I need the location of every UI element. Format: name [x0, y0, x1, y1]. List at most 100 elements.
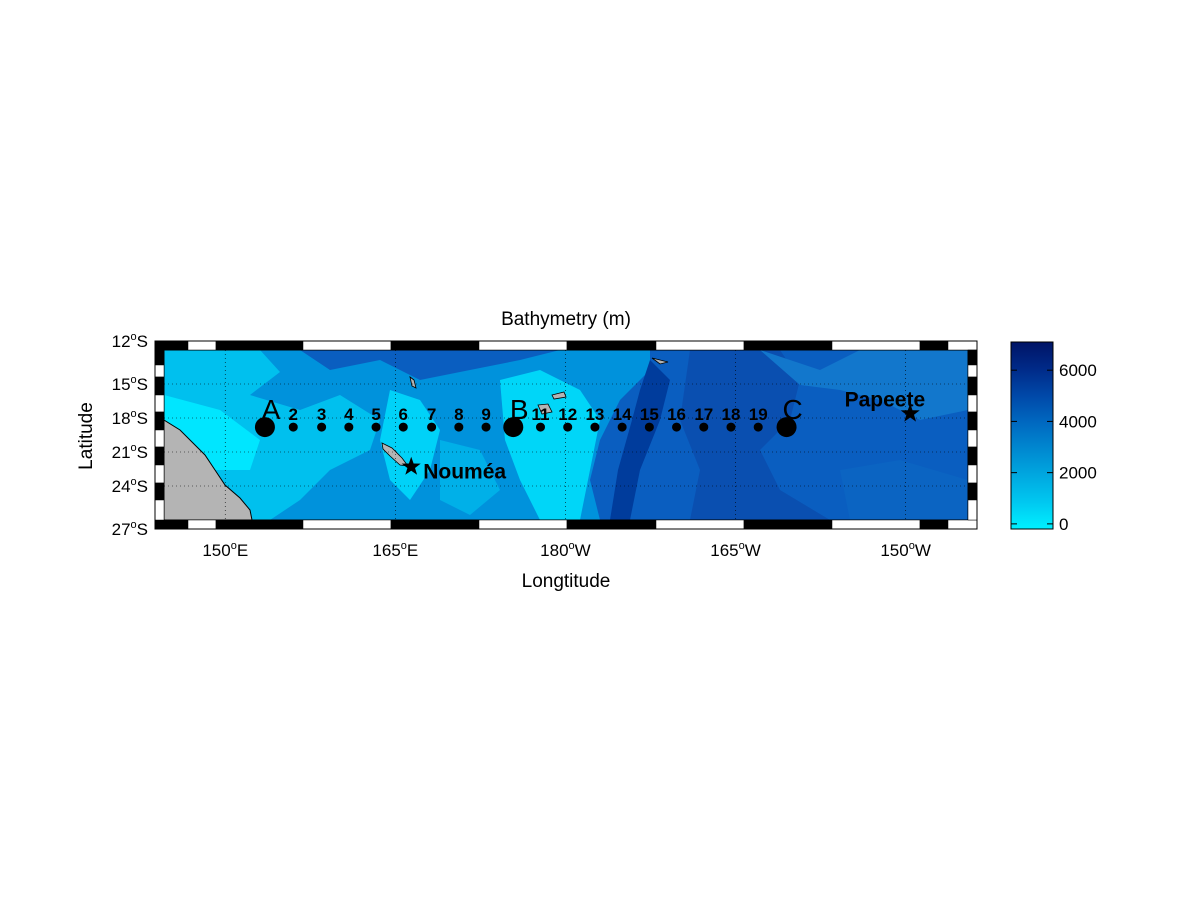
lon-tick-label: 150oW: [880, 540, 931, 560]
lon-tick-label: 165oW: [710, 540, 761, 560]
station-marker: [753, 422, 763, 432]
frame-segment: [390, 340, 480, 351]
lon-tick-label: 165oE: [372, 540, 418, 560]
station-label: 18: [722, 405, 741, 424]
frame-segment: [967, 464, 978, 484]
station-label: 6: [399, 405, 408, 424]
station-markers: A 2 3 4 5 6 7 8 9 B 11 12 13 14 15 16 17 18 19 C: [254, 394, 803, 438]
frame-segment: [967, 376, 978, 396]
station-marker: [481, 422, 491, 432]
colorbar-tick-label: 0: [1059, 515, 1068, 534]
station-label: 15: [640, 405, 659, 424]
major-station-marker: [776, 417, 797, 438]
frame-segment: [154, 519, 189, 530]
frame-segment: [967, 482, 978, 501]
frame-segment: [967, 394, 978, 413]
frame-segment: [215, 340, 304, 351]
central-pacific-basin: [680, 350, 830, 520]
frame-segment: [302, 340, 392, 351]
frame-segment: [154, 364, 165, 378]
frame-segment: [154, 340, 189, 351]
frame-segment: [967, 364, 978, 378]
frame-segment: [187, 340, 217, 351]
new-caledonia-ridge: [380, 390, 440, 500]
frame-segment: [919, 519, 949, 530]
frame-segment: [967, 411, 978, 431]
station-label: 4: [344, 405, 354, 424]
colorbar-tick-label: 2000: [1059, 464, 1097, 483]
colorbar-tick-label: 6000: [1059, 361, 1097, 380]
map-title: Bathymetry (m): [501, 309, 631, 330]
station-label: 19: [749, 405, 768, 424]
station-marker: [317, 422, 327, 432]
station-marker: [699, 422, 709, 432]
city-star-icon: [900, 403, 920, 422]
station-marker: [726, 422, 736, 432]
frame-segment: [154, 394, 165, 413]
frame-segment: [154, 411, 165, 431]
station-label: 13: [585, 405, 604, 424]
longitude-ticks: 150oE 165oE 180oW 165oW 150oW: [202, 540, 931, 560]
station-marker: [644, 422, 654, 432]
lat-tick-label: 15oS: [112, 374, 148, 394]
frame-segment: [947, 519, 978, 530]
frame-segment: [831, 340, 921, 351]
lon-tick-label: 150oE: [202, 540, 248, 560]
australia-land: [164, 419, 253, 520]
frame-segment: [967, 446, 978, 466]
city-label: Papeete: [845, 388, 926, 411]
bathymetry-field: [164, 350, 968, 520]
gridlines: [164, 349, 968, 521]
map-border-checkerboard: [154, 340, 978, 530]
latitude-ticks: 12oS 15oS 18oS 21oS 24oS 27oS: [112, 331, 148, 539]
lat-tick-label: 18oS: [112, 408, 148, 428]
major-station-label: C: [782, 394, 802, 425]
frame-segment: [154, 482, 165, 501]
city-label: Nouméa: [423, 461, 506, 484]
station-label: 8: [454, 405, 463, 424]
map-outer-frame: [154, 340, 978, 530]
frame-segment: [967, 429, 978, 448]
station-label: 9: [481, 405, 490, 424]
colorbar: 0 2000 4000 6000: [1010, 341, 1097, 534]
frame-segment: [743, 340, 833, 351]
station-marker: [617, 422, 627, 432]
station-label: 12: [558, 405, 577, 424]
lau-ridge: [500, 370, 600, 520]
vanuatu-island: [409, 376, 417, 389]
station-marker: [454, 422, 464, 432]
station-marker: [590, 422, 600, 432]
major-station-label: B: [510, 394, 529, 425]
city-markers: Nouméa Papeete: [401, 388, 926, 484]
lat-tick-label: 21oS: [112, 442, 148, 462]
station-marker: [398, 422, 408, 432]
tonga-trench: [610, 360, 670, 520]
fiji-island-viti-levu: [537, 403, 553, 415]
frame-segment: [566, 519, 657, 530]
frame-segment: [947, 340, 978, 351]
southeast-basin: [840, 460, 968, 520]
frame-segment: [154, 349, 165, 366]
frame-segment: [154, 499, 165, 521]
station-marker: [371, 422, 381, 432]
frame-segment: [187, 519, 217, 530]
city-star-icon: [401, 456, 421, 475]
station-label: 16: [667, 405, 686, 424]
lat-tick-label: 12oS: [112, 331, 148, 351]
new-caledonia-island: [381, 442, 409, 467]
lon-tick-label: 180oW: [540, 540, 591, 560]
major-station-label: A: [262, 394, 281, 425]
station-marker: [427, 422, 437, 432]
frame-segment: [478, 340, 568, 351]
frame-segment: [967, 499, 978, 521]
samoa-island: [651, 357, 669, 365]
frame-segment: [478, 519, 568, 530]
frame-segment: [154, 429, 165, 448]
major-station-marker: [254, 417, 275, 438]
fiji-island-vanua-levu: [551, 391, 567, 400]
frame-segment: [919, 340, 949, 351]
frame-segment: [302, 519, 392, 530]
station-label: 5: [371, 405, 380, 424]
station-label: 14: [613, 405, 632, 424]
